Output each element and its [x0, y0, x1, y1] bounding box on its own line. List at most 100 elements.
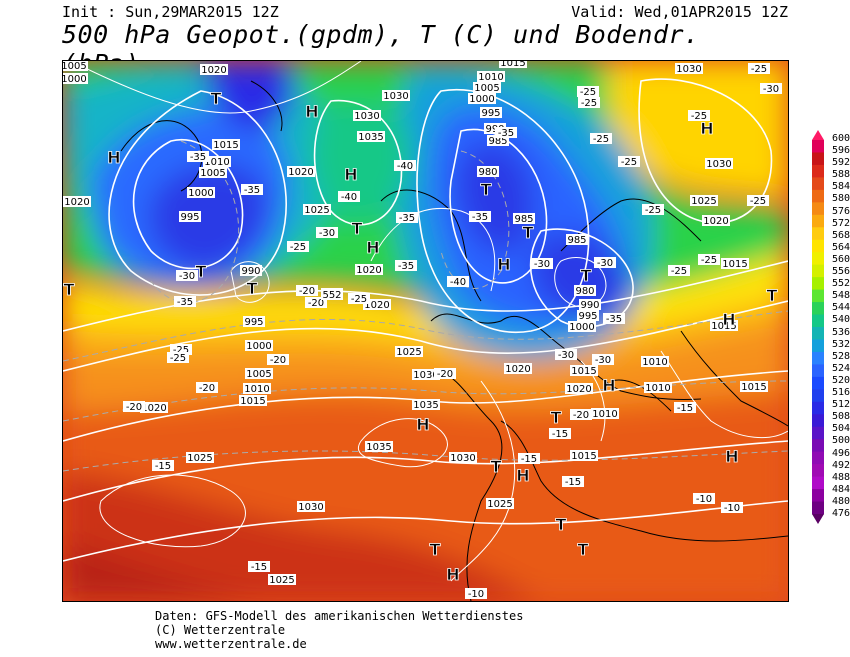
pressure-label-text: 1020: [356, 265, 381, 276]
weather-map[interactable]: 1020100510001015101010051000995990985103…: [62, 60, 789, 602]
pressure-label-text: 995: [481, 108, 500, 119]
colorbar-level-label: 556: [832, 266, 850, 278]
pressure-label: 1005: [473, 82, 501, 94]
pressure-label-text: 1025: [304, 205, 329, 216]
temperature-label: -20: [267, 354, 289, 366]
pressure-label: 1010: [243, 383, 271, 395]
pressure-label-text: 1015: [711, 321, 736, 332]
colorbar-level-label: 488: [832, 471, 850, 483]
temperature-label-text: -25: [701, 255, 717, 266]
colorbar-level-label: 564: [832, 241, 850, 253]
pressure-label-text: 995: [180, 212, 199, 223]
temperature-label-text: -15: [251, 562, 267, 573]
colorbar-top-tip: [812, 130, 824, 140]
high-marker: H: [602, 376, 615, 395]
temperature-label-text: -30: [319, 228, 335, 239]
footer: Daten: GFS-Modell des amerikanischen Wet…: [155, 609, 523, 651]
low-marker: T: [523, 223, 534, 242]
pressure-label: 1020: [200, 64, 228, 76]
pressure-label-text: 1005: [200, 168, 225, 179]
temperature-label-text: -25: [351, 294, 367, 305]
pressure-label-text: 1030: [354, 111, 379, 122]
colorbar-level-label: 600: [832, 133, 850, 144]
pressure-label: 985: [513, 213, 535, 225]
temperature-label-text: -15: [521, 454, 537, 465]
temperature-label-text: -25: [621, 157, 637, 168]
pressure-label-text: 1015: [571, 451, 596, 462]
pressure-label: 1010: [644, 382, 672, 394]
pressure-label: 1020: [363, 299, 391, 311]
pressure-label-text: 990: [241, 266, 260, 277]
low-marker: T: [196, 262, 207, 281]
colorbar-swatch: [812, 401, 824, 415]
colorbar-level-label: 568: [832, 229, 850, 241]
pressure-label: 1010: [641, 356, 669, 368]
colorbar-swatch: [812, 501, 824, 515]
temperature-label: -35: [241, 184, 263, 196]
pressure-label: 1015: [710, 320, 738, 332]
pressure-label-text: 1025: [396, 347, 421, 358]
colorbar-swatch: [812, 476, 824, 490]
temperature-label: -25: [698, 254, 720, 266]
colorbar-level-label: 512: [832, 399, 850, 411]
temperature-label: -35: [495, 127, 517, 139]
temperature-labels: -25-25-25-25-25-25-30-35-35-35-35-40-40-…: [123, 63, 782, 600]
pressure-label: 1030: [675, 63, 703, 75]
temperature-label: -30: [760, 83, 782, 95]
temperature-label-text: -35: [244, 185, 260, 196]
website-link[interactable]: www.wetterzentrale.de: [155, 637, 307, 651]
pressure-label: 1025: [690, 195, 718, 207]
temperature-label: -25: [578, 97, 600, 109]
colorbar-swatch: [812, 351, 824, 365]
temperature-label: -25: [287, 241, 309, 253]
pressure-label-text: 1015: [213, 140, 238, 151]
pressure-label-text: 1020: [566, 384, 591, 395]
pressure-label: 1030: [353, 110, 381, 122]
colorbar-swatch: [812, 214, 824, 228]
temperature-label: -25: [167, 352, 189, 364]
temperature-label: -10: [465, 588, 487, 600]
pressure-label-text: 1000: [188, 188, 213, 199]
low-marker: T: [551, 408, 562, 427]
pressure-label-text: 1015: [240, 396, 265, 407]
temperature-label: -30: [594, 257, 616, 269]
pressure-label: 1035: [365, 441, 393, 453]
pressure-label: 1005: [63, 61, 88, 72]
temperature-label: -25: [748, 63, 770, 75]
low-marker: T: [581, 266, 592, 285]
low-marker: T: [556, 515, 567, 534]
pressure-label-text: 995: [578, 311, 597, 322]
colorbar-swatch: [812, 451, 824, 465]
pressure-label-text: 1035: [366, 442, 391, 453]
high-marker: H: [305, 102, 318, 121]
temperature-label: -20: [123, 401, 145, 413]
colorbar-swatch: [812, 426, 824, 440]
pressure-label-text: 1000: [246, 341, 271, 352]
low-marker: T: [491, 457, 502, 476]
pressure-label: 1030: [297, 501, 325, 513]
temperature-label: -40: [394, 160, 416, 172]
pressure-label: 990: [240, 265, 262, 277]
pressure-label: 1015: [721, 258, 749, 270]
colorbar-level-label: 572: [832, 217, 850, 229]
colorbar-swatch: [812, 252, 824, 266]
pressure-label-text: 1025: [691, 196, 716, 207]
temperature-label-text: -25: [581, 98, 597, 109]
pressure-label-text: 1005: [474, 83, 499, 94]
low-marker: T: [64, 280, 75, 299]
low-marker: T: [211, 89, 222, 108]
low-marker: T: [352, 219, 363, 238]
temperature-label-text: -30: [597, 258, 613, 269]
colorbar: [812, 130, 824, 524]
pressure-label: 1025: [268, 574, 296, 586]
colorbar-level-label: 584: [832, 181, 850, 193]
colorbar-swatch: [812, 177, 824, 191]
temperature-label: -25: [590, 133, 612, 145]
colorbar-swatch: [812, 277, 824, 291]
pressure-label-text: 1025: [187, 453, 212, 464]
pressure-label-text: 990: [580, 300, 599, 311]
pressure-label: 1000: [63, 73, 88, 85]
pressure-label: 1030: [382, 90, 410, 102]
high-marker: H: [516, 466, 529, 485]
